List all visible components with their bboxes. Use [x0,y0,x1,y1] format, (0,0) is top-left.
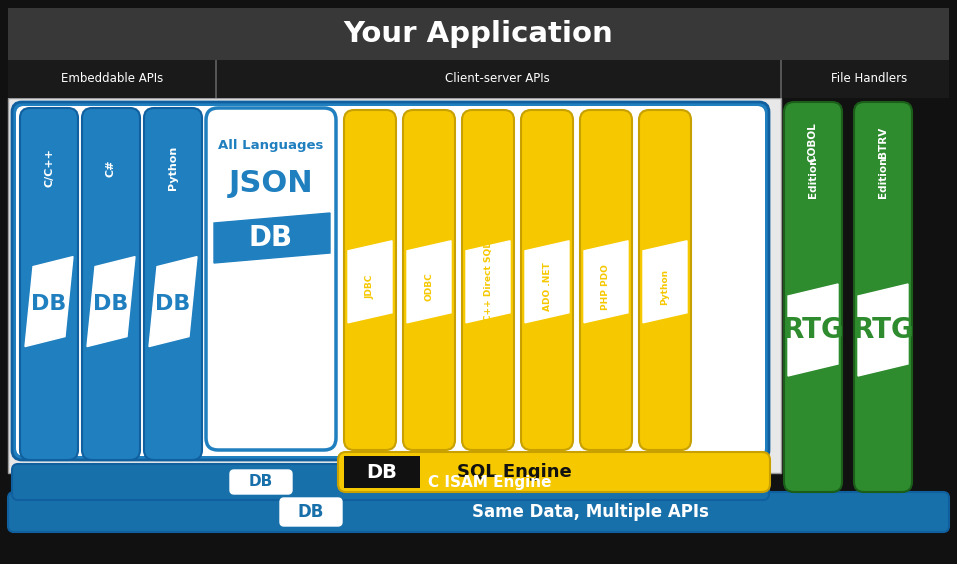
Text: JDBC: JDBC [366,275,374,299]
FancyBboxPatch shape [16,106,765,456]
Bar [8,60,949,98]
Text: Client-server APIs: Client-server APIs [445,73,549,86]
FancyBboxPatch shape [230,470,292,494]
Polygon shape [788,284,838,376]
Text: DB: DB [367,462,397,482]
FancyBboxPatch shape [12,464,769,500]
Text: SQL Engine: SQL Engine [456,463,571,481]
Text: DB: DB [94,294,128,314]
FancyBboxPatch shape [82,108,140,460]
FancyBboxPatch shape [280,498,342,526]
Text: Your Application: Your Application [344,20,612,48]
Bar [780,60,782,98]
Text: PHP PDO: PHP PDO [602,264,611,310]
Text: DB: DB [249,224,293,252]
Text: JSON: JSON [229,169,313,197]
Text: Embeddable APIs: Embeddable APIs [61,73,163,86]
Text: ODBC: ODBC [425,272,434,301]
FancyBboxPatch shape [403,110,455,450]
Polygon shape [348,241,392,323]
FancyBboxPatch shape [338,452,770,492]
FancyBboxPatch shape [462,110,514,450]
FancyBboxPatch shape [344,110,396,450]
Polygon shape [407,241,451,323]
Text: DB: DB [32,294,67,314]
Text: Python: Python [660,268,670,305]
Polygon shape [643,241,687,323]
Text: DB: DB [249,474,273,490]
FancyBboxPatch shape [639,110,691,450]
Polygon shape [87,257,135,347]
Text: RTG: RTG [782,316,844,344]
Text: Same Data, Multiple APIs: Same Data, Multiple APIs [472,503,708,521]
FancyBboxPatch shape [580,110,632,450]
Text: Edition: Edition [808,156,818,198]
Text: RTG: RTG [852,316,914,344]
Text: C/C++: C/C++ [44,148,54,187]
Text: File Handlers: File Handlers [831,73,907,86]
Text: Python: Python [168,146,178,190]
FancyBboxPatch shape [12,102,769,460]
Bar [344,456,420,488]
Text: C#: C# [106,159,116,177]
Polygon shape [466,241,510,323]
FancyBboxPatch shape [784,102,842,492]
Polygon shape [858,284,908,376]
Polygon shape [25,257,73,347]
Text: All Languages: All Languages [218,139,323,152]
Text: DB: DB [298,503,324,521]
Polygon shape [525,241,569,323]
Polygon shape [584,241,628,323]
Text: C/C++ Direct SQL: C/C++ Direct SQL [483,243,493,331]
Bar [8,98,781,473]
Text: DB: DB [155,294,190,314]
FancyBboxPatch shape [144,108,202,460]
FancyBboxPatch shape [206,108,336,450]
FancyBboxPatch shape [521,110,573,450]
Text: COBOL: COBOL [808,122,818,162]
Text: BTRV: BTRV [878,126,888,157]
FancyBboxPatch shape [854,102,912,492]
Bar [8,8,949,60]
Text: Edition: Edition [878,156,888,198]
FancyBboxPatch shape [20,108,78,460]
Text: C ISAM Engine: C ISAM Engine [428,474,552,490]
Bar [215,60,217,98]
FancyBboxPatch shape [8,492,949,532]
Polygon shape [214,213,330,263]
Polygon shape [149,257,197,347]
Text: ADO .NET: ADO .NET [543,262,551,311]
